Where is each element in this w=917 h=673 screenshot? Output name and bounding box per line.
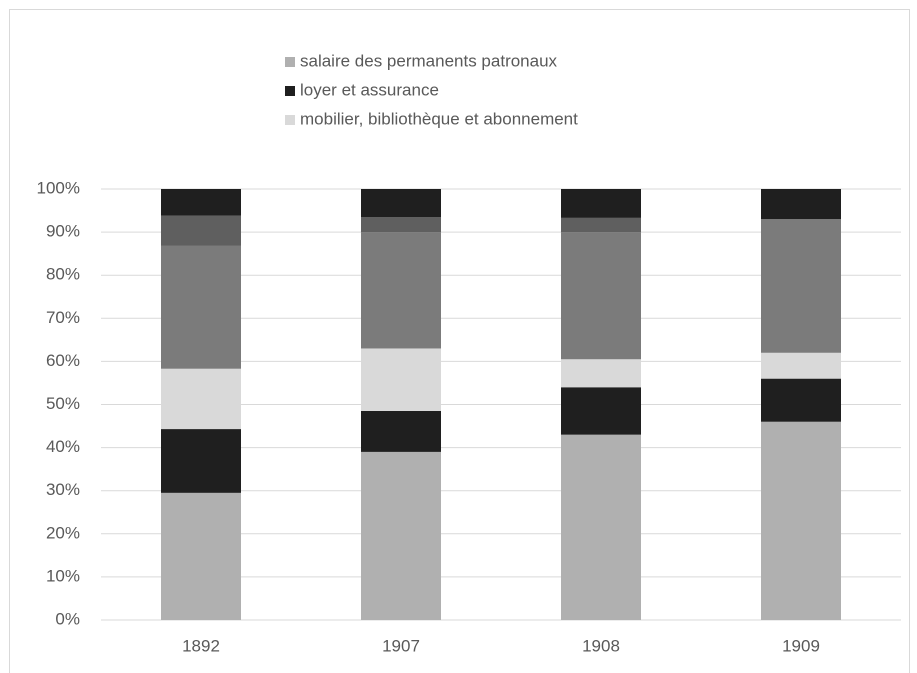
bar-segment bbox=[361, 217, 441, 233]
x-tick-label: 1909 bbox=[782, 636, 820, 655]
y-tick-label: 80% bbox=[46, 265, 80, 284]
y-tick-label: 90% bbox=[46, 222, 80, 241]
legend-swatch bbox=[285, 115, 295, 125]
bar-segment bbox=[161, 429, 241, 493]
bar-segment bbox=[561, 359, 641, 388]
x-tick-label: 1892 bbox=[182, 636, 220, 655]
chart-frame bbox=[9, 9, 910, 673]
bar-segment bbox=[361, 348, 441, 411]
bar-segment bbox=[761, 421, 841, 620]
y-tick-label: 20% bbox=[46, 523, 80, 542]
bar-segment bbox=[161, 245, 241, 369]
bar-segment bbox=[161, 215, 241, 246]
legend-swatch bbox=[285, 57, 295, 67]
y-tick-label: 10% bbox=[46, 566, 80, 585]
x-tick-label: 1908 bbox=[582, 636, 620, 655]
y-tick-label: 40% bbox=[46, 437, 80, 456]
bar-segment bbox=[561, 217, 641, 233]
legend-label: salaire des permanents patronaux bbox=[300, 51, 558, 70]
bar-segment bbox=[161, 368, 241, 430]
bar-segment bbox=[361, 189, 441, 218]
bar-segment bbox=[761, 219, 841, 353]
bar-segment bbox=[361, 232, 441, 349]
bar-segment bbox=[561, 189, 641, 218]
bar-segment bbox=[561, 232, 641, 360]
x-tick-label: 1907 bbox=[382, 636, 420, 655]
bar-segment bbox=[761, 189, 841, 220]
bar-segment bbox=[161, 492, 241, 620]
bar-segment bbox=[561, 434, 641, 620]
y-tick-label: 60% bbox=[46, 351, 80, 370]
y-tick-label: 30% bbox=[46, 480, 80, 499]
y-tick-label: 50% bbox=[46, 394, 80, 413]
y-tick-label: 0% bbox=[55, 609, 80, 628]
bar-segment bbox=[761, 352, 841, 379]
bar-segment bbox=[361, 451, 441, 620]
legend-label: mobilier, bibliothèque et abonnement bbox=[300, 109, 578, 128]
legend-label: loyer et assurance bbox=[300, 80, 439, 99]
bar-segment bbox=[361, 410, 441, 452]
legend-swatch bbox=[285, 86, 295, 96]
y-tick-label: 100% bbox=[37, 178, 80, 197]
bar-segment bbox=[561, 387, 641, 435]
bar-segment bbox=[161, 189, 241, 216]
y-tick-label: 70% bbox=[46, 308, 80, 327]
bar-segment bbox=[761, 378, 841, 422]
